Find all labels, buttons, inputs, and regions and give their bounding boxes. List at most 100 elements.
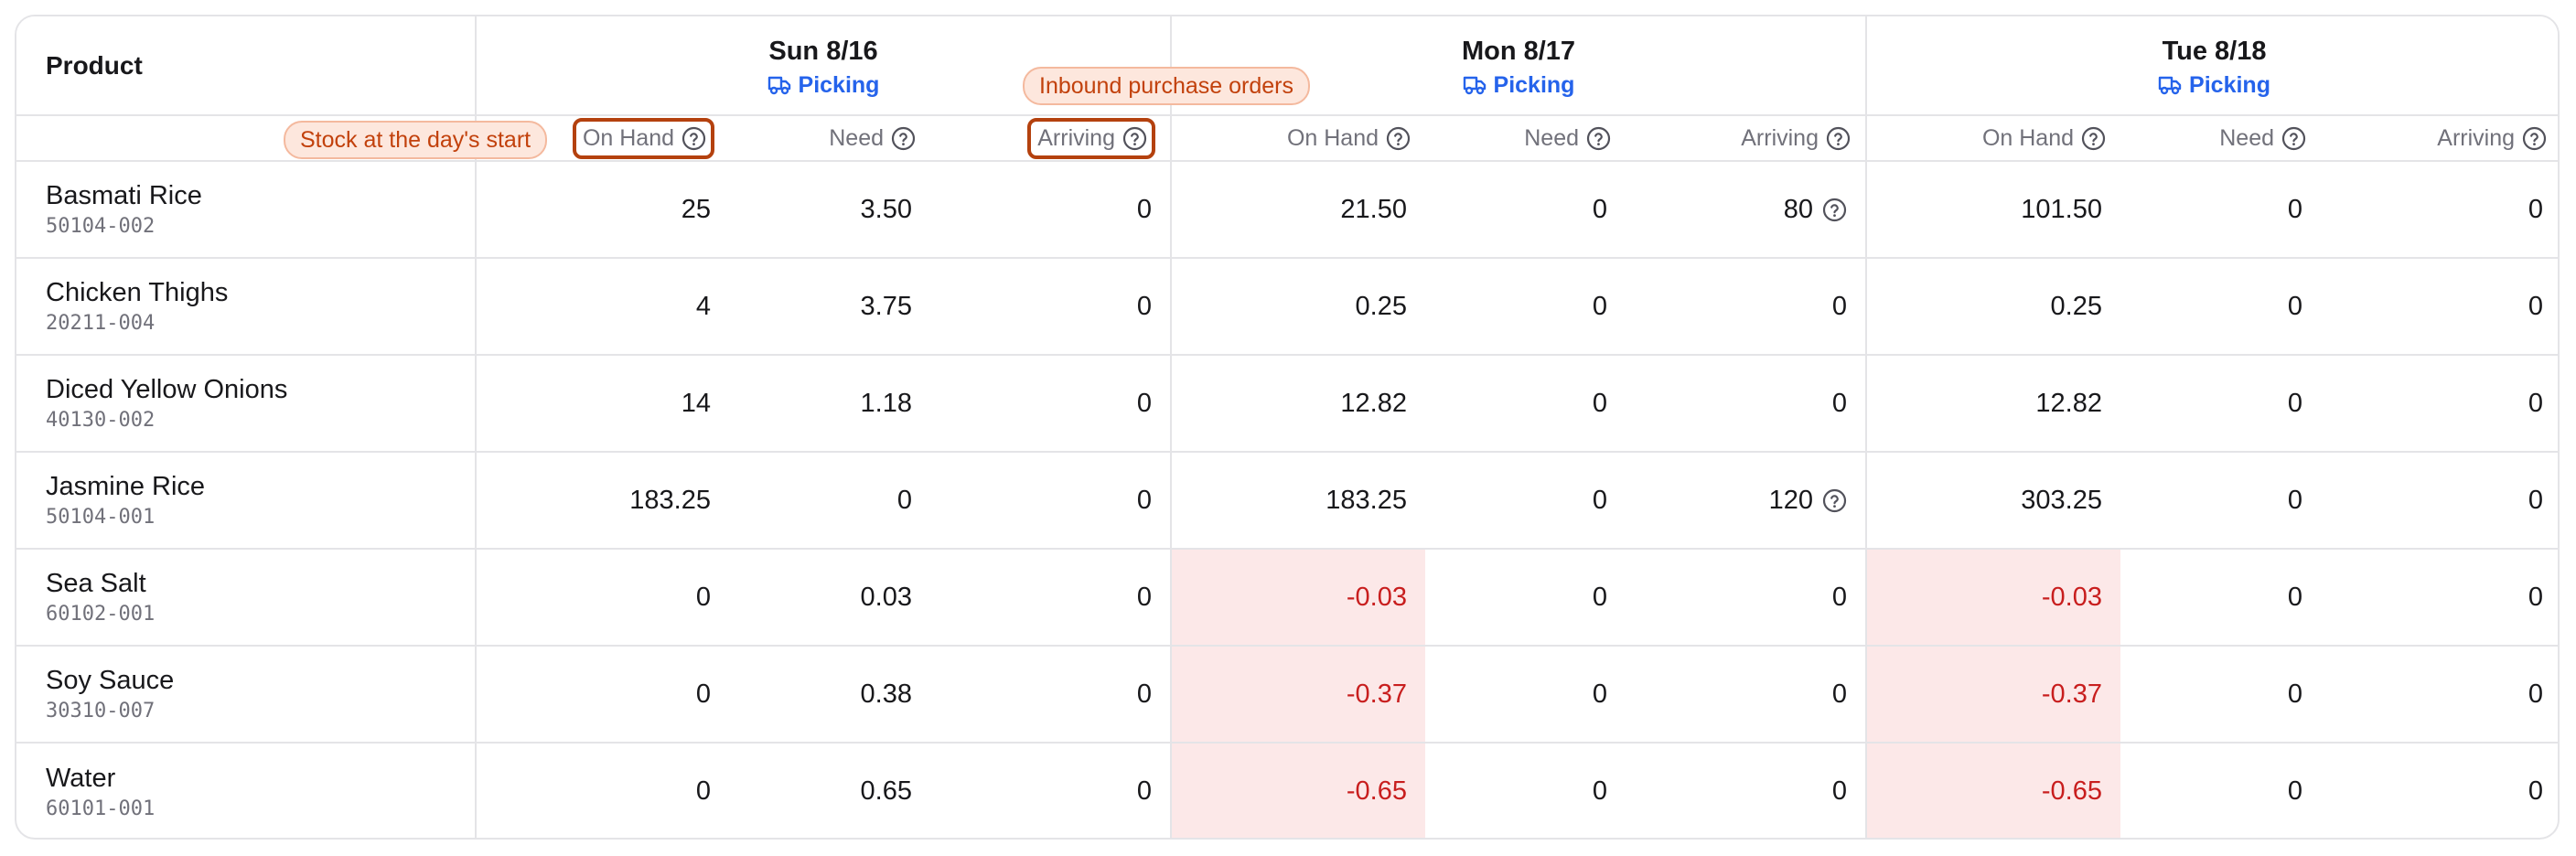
day-header-sun: Sun 8/16 Picking bbox=[475, 16, 1171, 116]
truck-icon bbox=[767, 77, 790, 95]
product-sku: 30310-007 bbox=[46, 700, 156, 722]
help-circle-icon[interactable] bbox=[1822, 488, 1847, 513]
cell-value: 0 bbox=[2287, 388, 2302, 418]
value-cell: 0 bbox=[1626, 549, 1866, 647]
help-circle-icon[interactable] bbox=[1826, 126, 1851, 151]
value-cell: 0 bbox=[1425, 258, 1626, 356]
value-cell: 0 bbox=[2120, 355, 2321, 453]
help-circle-icon[interactable] bbox=[1586, 126, 1611, 151]
value-cell: -0.37 bbox=[1865, 646, 2120, 744]
cell-value: 0 bbox=[1831, 582, 1847, 612]
cell-value: 0 bbox=[1831, 388, 1847, 418]
cell-value: 0 bbox=[2528, 679, 2544, 709]
column-header-label: Arriving bbox=[1037, 124, 1115, 151]
inventory-forecast-table-card: Product Sun 8/16 Picking Mon 8/17 Pickin… bbox=[15, 15, 2560, 840]
cell-value: 0 bbox=[2528, 291, 2544, 321]
value-cell: -0.03 bbox=[1865, 549, 2120, 647]
table-row: Basmati Rice 50104-002 25 3.50 0 21.50 0 80 101.… bbox=[16, 161, 2558, 259]
cell-value: 0 bbox=[2528, 776, 2544, 806]
column-header-label: On Hand bbox=[1286, 124, 1379, 151]
value-cell: 3.50 bbox=[729, 161, 930, 259]
help-circle-icon[interactable] bbox=[891, 126, 916, 151]
value-cell: 183.25 bbox=[475, 452, 729, 550]
cell-value: 25 bbox=[681, 194, 711, 224]
help-circle-icon[interactable] bbox=[682, 126, 706, 151]
product-name: Water bbox=[46, 763, 116, 793]
product-name: Soy Sauce bbox=[46, 666, 175, 695]
value-cell: 0 bbox=[475, 549, 729, 647]
help-circle-icon[interactable] bbox=[1122, 126, 1147, 151]
value-cell: 21.50 bbox=[1170, 161, 1425, 259]
cell-value: 14 bbox=[681, 388, 711, 418]
table-row: Diced Yellow Onions 40130-002 14 1.18 0 12.82… bbox=[16, 355, 2558, 453]
column-header-label: On Hand bbox=[582, 124, 674, 151]
value-cell: 0 bbox=[2120, 743, 2321, 838]
cell-value: 0.38 bbox=[860, 679, 912, 709]
value-cell: 14 bbox=[475, 355, 729, 453]
value-cell: 0 bbox=[2321, 258, 2558, 356]
column-header-on-hand: On Hand bbox=[1170, 115, 1425, 162]
value-cell: 0 bbox=[2120, 258, 2321, 356]
value-cell: 0 bbox=[930, 646, 1171, 744]
column-header-label: Need bbox=[2219, 124, 2274, 151]
value-cell: 0 bbox=[1626, 355, 1866, 453]
cell-value: 183.25 bbox=[629, 485, 711, 515]
help-circle-icon[interactable] bbox=[2081, 126, 2106, 151]
cell-value: 0 bbox=[1592, 679, 1607, 709]
day-header-mon: Mon 8/17 Picking bbox=[1170, 16, 1866, 116]
table-row: Chicken Thighs 20211-004 4 3.75 0 0.25 0 0 0.25 0… bbox=[16, 258, 2558, 356]
value-cell: 0 bbox=[930, 258, 1171, 356]
value-cell: 0 bbox=[930, 743, 1171, 838]
cell-value: 0 bbox=[1592, 388, 1607, 418]
product-sku: 60102-001 bbox=[46, 603, 156, 626]
value-cell: 0 bbox=[2321, 549, 2558, 647]
value-cell: 12.82 bbox=[1865, 355, 2120, 453]
cell-value: 0 bbox=[2287, 582, 2302, 612]
help-circle-icon[interactable] bbox=[1386, 126, 1411, 151]
product-cell: Soy Sauce 30310-007 bbox=[16, 646, 476, 744]
help-circle-icon[interactable] bbox=[1822, 198, 1847, 222]
value-cell: 0 bbox=[2321, 646, 2558, 744]
value-cell: 4 bbox=[475, 258, 729, 356]
column-header-arriving: Arriving bbox=[930, 115, 1171, 162]
value-cell: 0.25 bbox=[1170, 258, 1425, 356]
product-cell: Sea Salt 60102-001 bbox=[16, 549, 476, 647]
picking-link[interactable]: Picking bbox=[2158, 72, 2270, 99]
product-name: Jasmine Rice bbox=[46, 472, 206, 501]
value-cell: 0 bbox=[2120, 549, 2321, 647]
cell-value: 3.75 bbox=[860, 291, 912, 321]
cell-value: 101.50 bbox=[2021, 194, 2102, 224]
cell-value: 0 bbox=[1136, 485, 1152, 515]
value-cell: 120 bbox=[1626, 452, 1866, 550]
help-circle-icon[interactable] bbox=[2522, 126, 2547, 151]
value-cell: 0 bbox=[475, 743, 729, 838]
product-name: Diced Yellow Onions bbox=[46, 375, 288, 404]
help-circle-icon[interactable] bbox=[2281, 126, 2306, 151]
cell-value: -0.37 bbox=[2041, 679, 2102, 709]
cell-value: 0 bbox=[1592, 776, 1607, 806]
picking-link[interactable]: Picking bbox=[1463, 72, 1574, 99]
callout-inbound-purchase-orders: Inbound purchase orders bbox=[1023, 67, 1310, 105]
product-sku: 50104-001 bbox=[46, 506, 156, 529]
cell-value: 0 bbox=[1592, 291, 1607, 321]
value-cell: 0 bbox=[930, 161, 1171, 259]
cell-value: 0 bbox=[1136, 388, 1152, 418]
callout-stock-start: Stock at the day's start bbox=[284, 121, 548, 159]
column-header-need: Need bbox=[1425, 115, 1626, 162]
value-cell: 0 bbox=[729, 452, 930, 550]
picking-link[interactable]: Picking bbox=[767, 72, 879, 99]
cell-value: 0 bbox=[2528, 582, 2544, 612]
value-cell: 25 bbox=[475, 161, 729, 259]
value-cell: 0 bbox=[930, 452, 1171, 550]
value-cell: 0 bbox=[2321, 452, 2558, 550]
cell-value: 4 bbox=[695, 291, 711, 321]
cell-value: 0 bbox=[2287, 679, 2302, 709]
cell-value: -0.65 bbox=[2041, 776, 2102, 806]
picking-label: Picking bbox=[2189, 71, 2270, 98]
cell-value: 0 bbox=[2287, 776, 2302, 806]
cell-value: -0.03 bbox=[1346, 582, 1407, 612]
cell-value: 80 bbox=[1783, 194, 1813, 224]
cell-value: 0.25 bbox=[2050, 291, 2102, 321]
cell-value: 0.25 bbox=[1355, 291, 1407, 321]
cell-value: 0 bbox=[1136, 582, 1152, 612]
